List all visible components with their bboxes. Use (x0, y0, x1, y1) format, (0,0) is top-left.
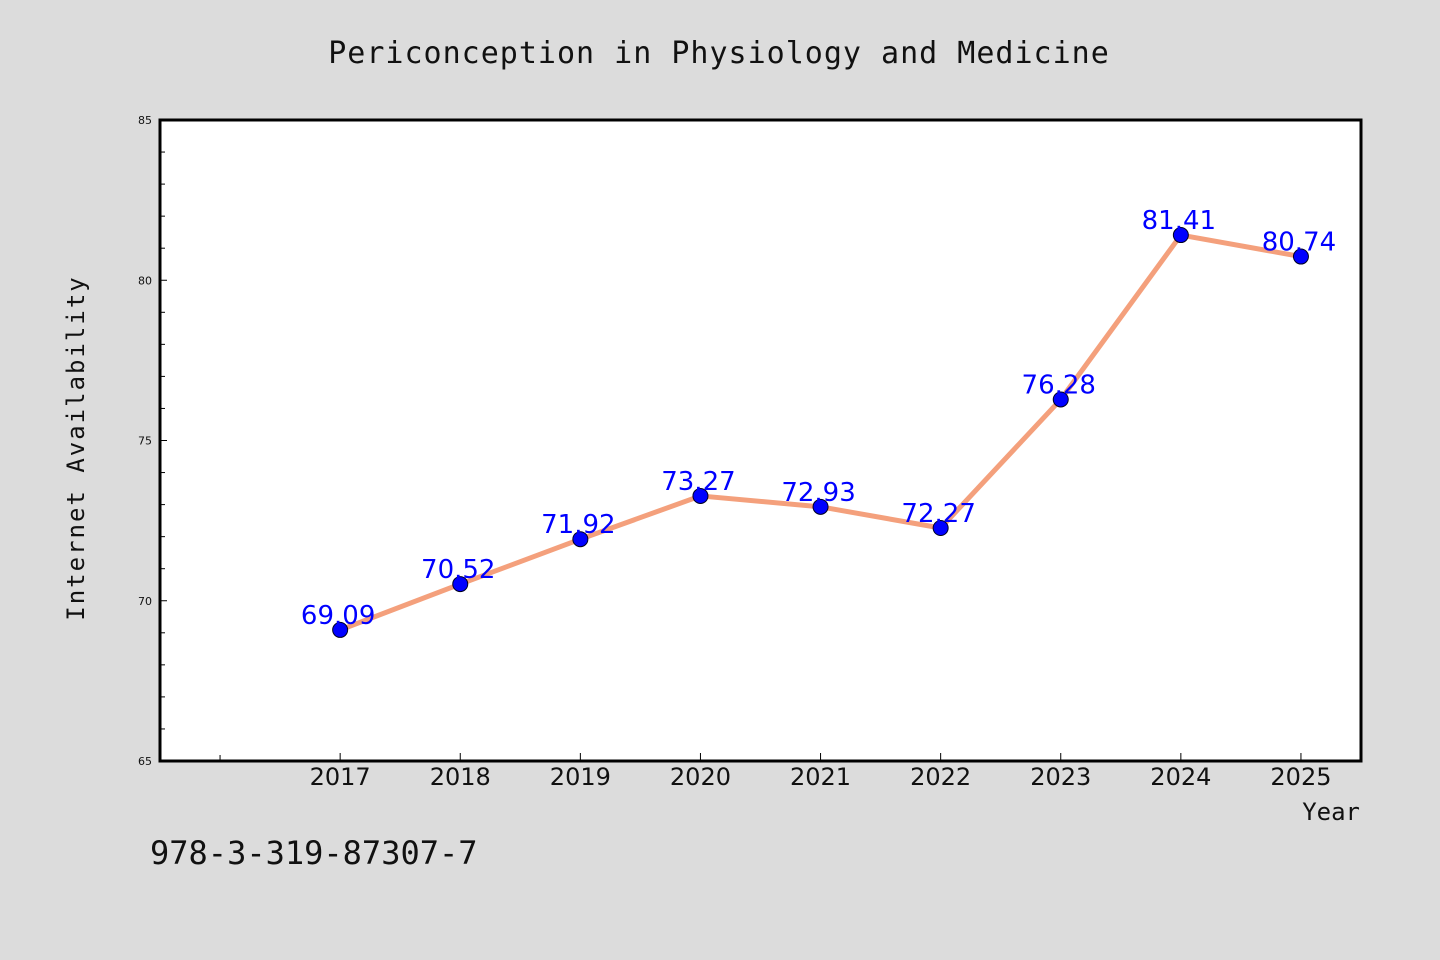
data-point-marker (452, 576, 469, 593)
data-point-label: 71.92 (541, 510, 615, 540)
data-point-marker (692, 487, 709, 504)
y-tick-label: 75 (138, 435, 152, 448)
y-tick-label: 65 (138, 755, 152, 768)
data-point-label: 72.93 (781, 478, 855, 508)
plot-area (160, 120, 1361, 761)
x-tick-label: 2020 (670, 763, 731, 791)
x-tick-label: 2024 (1150, 763, 1211, 791)
x-tick-label: 2023 (1030, 763, 1091, 791)
data-point-label: 76.28 (1022, 370, 1096, 400)
data-point-marker (332, 621, 349, 638)
data-point-label: 81.41 (1142, 206, 1216, 236)
y-tick-label: 80 (138, 274, 152, 287)
data-labels-group: 69.09 70.52 71.92 73.27 72.93 72.27 76.28 81.41… (301, 206, 1336, 631)
data-point-label: 73.27 (661, 467, 735, 497)
plot-frame (158, 118, 1363, 763)
data-point-label: 72.27 (901, 499, 975, 529)
data-point-marker (1052, 391, 1069, 408)
data-point-label: 80.74 (1262, 228, 1336, 258)
chart-title: Periconception in Physiology and Medicin… (328, 36, 1110, 71)
footer-isbn: 978-3-319-87307-7 (150, 834, 478, 872)
y-tick-label: 85 (138, 114, 152, 127)
series-markers-group (332, 227, 1309, 638)
data-point-marker (1292, 248, 1309, 265)
x-tick-label: 2025 (1270, 763, 1331, 791)
x-tick-label: 2021 (790, 763, 851, 791)
data-point-marker (1172, 227, 1189, 244)
x-tick-label: 2019 (550, 763, 611, 791)
y-axis-label: Internet Availability (62, 275, 90, 620)
x-tick-label: 2018 (430, 763, 491, 791)
data-point-label: 69.09 (301, 601, 375, 631)
y-tick-label: 70 (138, 595, 152, 608)
data-point-marker (572, 531, 589, 548)
x-axis-label: Year (1302, 798, 1360, 826)
data-point-label: 70.52 (421, 555, 495, 585)
data-point-marker (812, 498, 829, 515)
x-tick-label: 2017 (310, 763, 371, 791)
x-tick-labels: 2017 2018 2019 2020 2021 2022 2023 2024 2025 (310, 763, 1332, 791)
data-point-marker (932, 519, 949, 536)
y-tick-labels: 65 70 75 80 85 (138, 114, 152, 768)
x-tick-label: 2022 (910, 763, 971, 791)
